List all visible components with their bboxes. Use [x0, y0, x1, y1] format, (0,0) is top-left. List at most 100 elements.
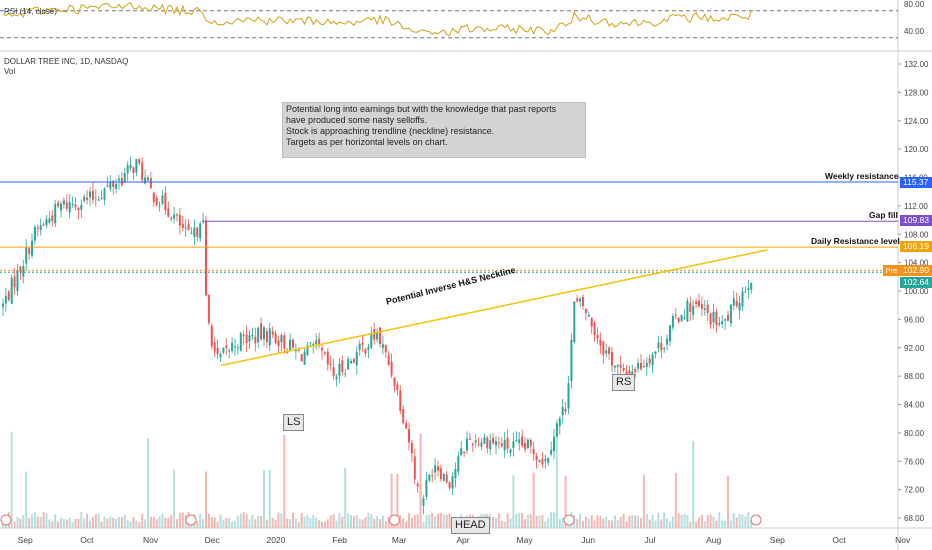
candle-body: [689, 303, 692, 312]
candle-body: [474, 440, 477, 443]
volume-bar: [254, 519, 257, 528]
volume-bar: [141, 514, 144, 528]
candle-body: [544, 459, 547, 462]
volume-bar: [683, 513, 686, 528]
volume-bar: [91, 516, 94, 528]
candle-body: [292, 339, 294, 348]
candle-body: [257, 327, 260, 343]
rsi-tick-label: 80.00: [904, 0, 925, 9]
volume-bar: [257, 515, 260, 528]
rsi-line: [2, 1, 752, 37]
volume-bar: [439, 512, 442, 528]
weekly-resistance-label: Weekly resistance: [825, 171, 899, 181]
gap-fill-label: Gap fill: [869, 210, 898, 220]
candle-body: [193, 227, 196, 237]
price-tick-label: 100.00: [904, 287, 929, 296]
volume-bar: [138, 521, 141, 528]
volume-bar: [48, 519, 51, 528]
volume-bar: [225, 517, 228, 528]
volume-bar: [547, 518, 550, 528]
candle-body: [83, 196, 86, 201]
volume-bar: [634, 515, 637, 528]
volume-bar: [558, 518, 561, 528]
candle-body: [135, 158, 138, 173]
candle-body: [373, 329, 376, 340]
candle-body: [51, 215, 54, 222]
volume-bar: [297, 521, 300, 528]
price-tick-label: 104.00: [904, 259, 929, 268]
volume-bar: [703, 520, 706, 528]
volume-bar: [738, 514, 741, 528]
volume-bar: [689, 521, 692, 528]
volume-bar: [355, 514, 358, 528]
volume-bar: [25, 471, 28, 528]
volume-bar: [428, 514, 431, 528]
candle-body: [729, 304, 732, 324]
candle-body: [350, 361, 352, 364]
volume-bar: [741, 514, 744, 528]
candle-body: [86, 197, 89, 200]
volume-bar: [729, 520, 732, 528]
volume-bar: [622, 513, 625, 528]
candle-body: [213, 342, 216, 352]
candle-body: [541, 458, 544, 465]
volume-bar: [497, 513, 500, 528]
candle-body: [463, 452, 466, 454]
volume-bar: [645, 513, 648, 528]
candle-body: [187, 224, 190, 231]
volume-bar: [402, 518, 405, 528]
volume-bar: [448, 513, 451, 528]
volume-bar: [608, 520, 611, 528]
volume-bar: [135, 520, 138, 528]
candle-body: [570, 339, 573, 381]
volume-bar: [292, 512, 294, 528]
volume-bar: [422, 521, 425, 528]
volume-bar: [396, 473, 399, 528]
volume-bar: [515, 513, 518, 528]
volume-bar: [686, 515, 689, 528]
candle-body: [170, 218, 173, 220]
volume-bar: [205, 471, 207, 528]
candle-body: [347, 359, 350, 370]
volume-bar: [77, 519, 80, 528]
price-tick-label: 124.00: [904, 117, 929, 126]
candle-body: [323, 352, 326, 354]
volume-bar: [503, 521, 506, 528]
volume-bar: [16, 516, 19, 528]
volume-bar: [109, 516, 112, 528]
candle-body: [387, 355, 390, 365]
candle-body: [422, 498, 425, 506]
volume-bar: [170, 514, 173, 528]
candle-body: [718, 322, 721, 325]
volume-bar: [22, 515, 25, 528]
time-tick-label: Aug: [706, 535, 721, 545]
candle-body: [74, 204, 77, 208]
symbol-label: DOLLAR TREE INC, 1D, NASDAQ: [4, 57, 129, 66]
volume-bar: [100, 521, 103, 528]
volume-bar: [425, 514, 428, 528]
candle-body: [721, 321, 724, 324]
volume-bar: [727, 475, 729, 528]
volume-bar: [695, 521, 698, 528]
candle-body: [611, 352, 613, 366]
volume-bar: [219, 514, 222, 528]
candle-body: [300, 353, 303, 362]
candle-body: [605, 350, 608, 354]
candle-body: [486, 437, 489, 449]
candle-body: [141, 162, 144, 181]
volume-bar: [213, 517, 216, 528]
candle-body: [19, 266, 22, 273]
candle-body: [500, 443, 503, 447]
candle-body: [361, 342, 364, 345]
volume-bar: [390, 473, 393, 528]
volume-bar: [715, 520, 718, 528]
volume-bar: [434, 516, 437, 528]
candle-body: [109, 182, 112, 189]
candle-body: [558, 418, 561, 426]
candle-body: [628, 370, 631, 377]
candle-body: [381, 344, 384, 348]
volume-bar: [358, 518, 361, 528]
volume-bar: [323, 521, 326, 528]
volume-bar: [286, 518, 289, 528]
